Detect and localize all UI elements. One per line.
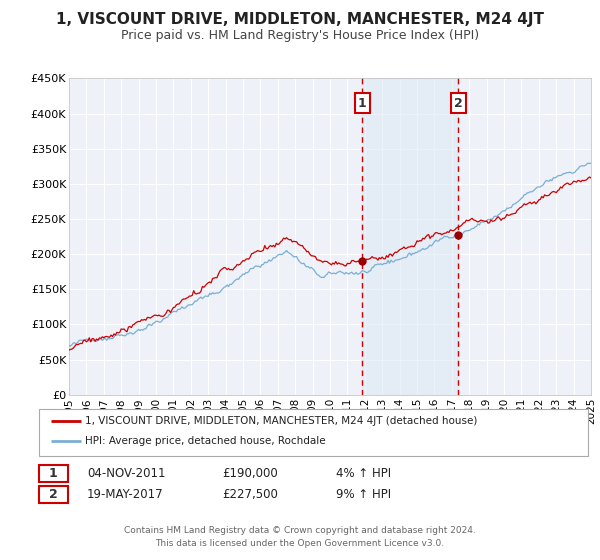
Text: This data is licensed under the Open Government Licence v3.0.: This data is licensed under the Open Gov… — [155, 539, 445, 548]
Text: 1: 1 — [49, 467, 58, 480]
Text: Contains HM Land Registry data © Crown copyright and database right 2024.: Contains HM Land Registry data © Crown c… — [124, 526, 476, 535]
Text: 2: 2 — [454, 96, 463, 110]
Text: Price paid vs. HM Land Registry's House Price Index (HPI): Price paid vs. HM Land Registry's House … — [121, 29, 479, 42]
Text: £190,000: £190,000 — [222, 467, 278, 480]
Text: 1, VISCOUNT DRIVE, MIDDLETON, MANCHESTER, M24 4JT: 1, VISCOUNT DRIVE, MIDDLETON, MANCHESTER… — [56, 12, 544, 27]
Text: £227,500: £227,500 — [222, 488, 278, 501]
Text: 2: 2 — [49, 488, 58, 501]
Bar — [362, 78, 458, 395]
Text: 04-NOV-2011: 04-NOV-2011 — [87, 467, 166, 480]
Text: 1, VISCOUNT DRIVE, MIDDLETON, MANCHESTER, M24 4JT (detached house): 1, VISCOUNT DRIVE, MIDDLETON, MANCHESTER… — [85, 416, 478, 426]
Text: 1: 1 — [358, 96, 367, 110]
Text: 19-MAY-2017: 19-MAY-2017 — [87, 488, 164, 501]
Text: HPI: Average price, detached house, Rochdale: HPI: Average price, detached house, Roch… — [85, 436, 326, 446]
Text: 4% ↑ HPI: 4% ↑ HPI — [336, 467, 391, 480]
Text: 9% ↑ HPI: 9% ↑ HPI — [336, 488, 391, 501]
